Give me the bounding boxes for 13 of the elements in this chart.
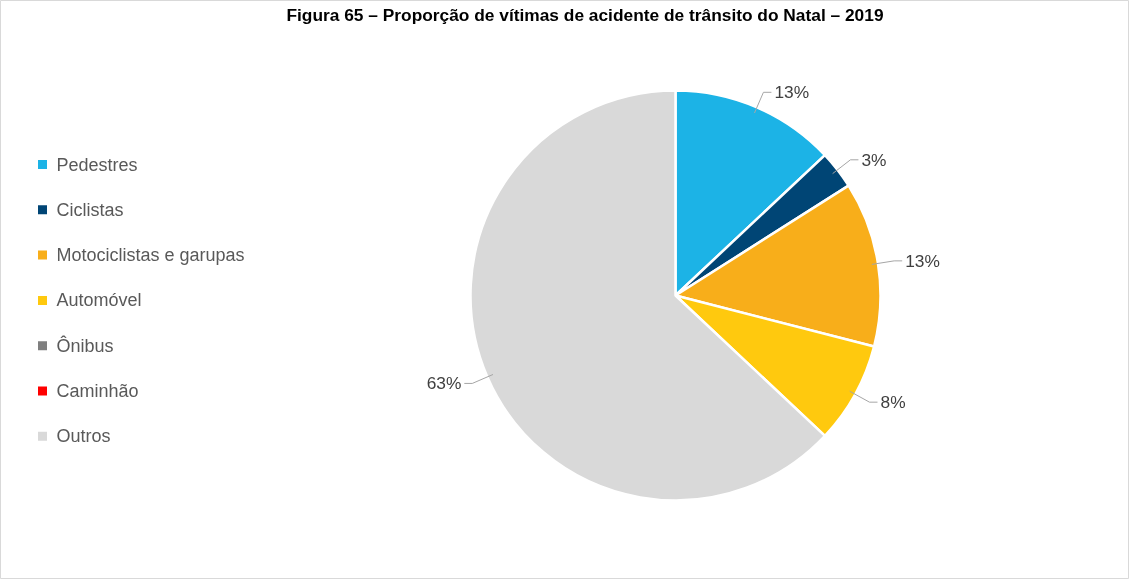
legend-label: Automóvel — [56, 290, 142, 311]
legend-label: Ônibus — [56, 334, 114, 356]
data-label: 13% — [905, 250, 940, 271]
legend-label: Caminhão — [56, 381, 139, 401]
data-label: 8% — [880, 392, 906, 413]
data-label: 13% — [774, 82, 810, 103]
legend-label: Pedestres — [56, 154, 138, 175]
legend-label: Outros — [56, 426, 111, 447]
chart-title: Figura 65 – Proporção de vítimas de acidente de trânsito do Natal – 2019 — [286, 4, 884, 25]
legend-label: Ciclistas — [56, 199, 124, 220]
data-label: 3% — [861, 149, 887, 170]
legend-label: Motociclistas e garupas — [56, 245, 245, 266]
data-label: 63% — [426, 373, 462, 394]
